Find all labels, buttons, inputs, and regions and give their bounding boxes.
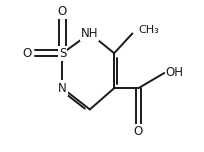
Text: NH: NH xyxy=(81,27,99,40)
Text: OH: OH xyxy=(166,66,184,79)
Text: S: S xyxy=(59,47,66,60)
Text: O: O xyxy=(58,5,67,18)
Text: O: O xyxy=(23,47,32,60)
Text: O: O xyxy=(134,125,143,138)
Text: N: N xyxy=(58,82,67,95)
Text: CH₃: CH₃ xyxy=(139,25,159,35)
